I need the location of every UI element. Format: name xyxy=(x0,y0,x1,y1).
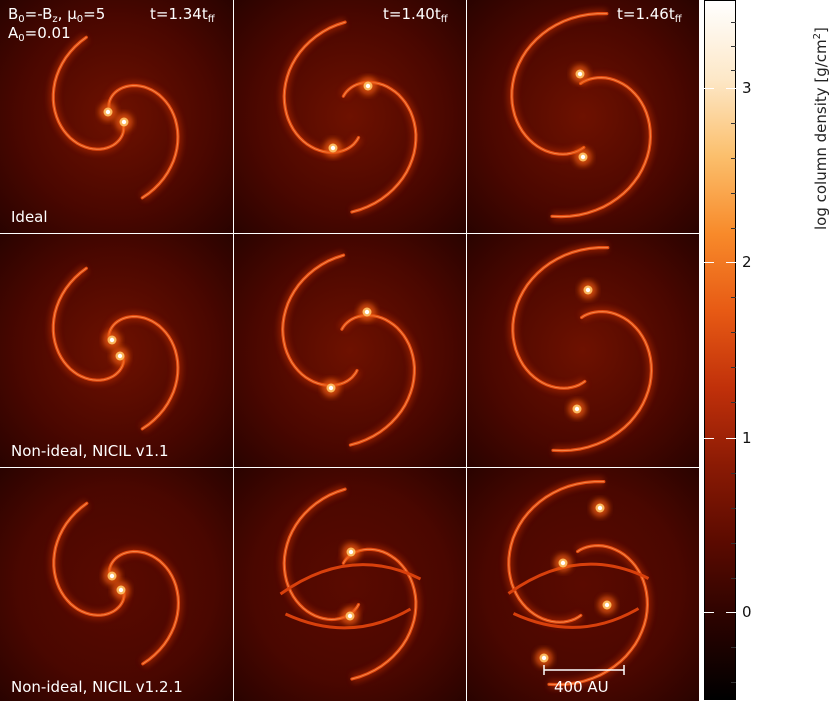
protostar xyxy=(330,145,336,151)
simulation-panel xyxy=(467,234,699,467)
spiral-arm-core xyxy=(551,77,651,218)
protostar xyxy=(328,385,334,391)
protostar xyxy=(560,560,566,566)
protostar xyxy=(348,549,354,555)
protostar xyxy=(105,109,111,115)
scale-bar-label: 400 AU xyxy=(554,678,609,696)
time-label: t=1.34tff xyxy=(150,5,215,25)
spiral-arm-core xyxy=(52,267,125,381)
scale-bar xyxy=(543,665,625,675)
spiral-arm-core xyxy=(552,311,652,452)
time-label: t=1.46tff xyxy=(617,5,682,25)
figure-grid: B0=-Bz, μ0=5 A0=0.01 t=1.34tff t=1.40tff t=1… xyxy=(0,0,699,701)
simulation-panel xyxy=(467,0,699,233)
spiral-arm-core xyxy=(341,314,415,446)
protostar xyxy=(117,353,123,359)
protostar xyxy=(580,154,586,160)
protostar xyxy=(347,613,353,619)
spiral-arm-core xyxy=(53,502,125,616)
protostar xyxy=(597,505,603,511)
spiral-arm-core xyxy=(108,315,179,430)
spiral-arm-core xyxy=(52,36,125,150)
filament xyxy=(507,562,650,595)
spiral-arm-core xyxy=(342,81,417,213)
simulation-panel xyxy=(467,468,699,701)
colorbar-tick-label: 0 xyxy=(742,603,752,621)
protostar xyxy=(121,119,127,125)
filament xyxy=(284,607,412,630)
colorbar-tick-label: 3 xyxy=(742,79,752,97)
simulation-panel xyxy=(0,234,233,467)
spiral-arm-core xyxy=(508,481,605,623)
colorbar-tick-label: 2 xyxy=(742,253,752,271)
spiral-arm-core xyxy=(108,550,179,665)
spiral-arm-core xyxy=(548,545,648,686)
spiral-arm-core xyxy=(512,247,609,389)
parameters-line-2: A0=0.01 xyxy=(8,24,71,44)
protostar xyxy=(574,406,580,412)
protostar xyxy=(109,573,115,579)
spiral-arm-core xyxy=(511,13,608,155)
protostar xyxy=(585,287,591,293)
filament xyxy=(512,607,640,629)
colorbar xyxy=(704,0,736,700)
simulation-panel xyxy=(0,0,233,233)
simulation-panel xyxy=(234,468,466,701)
protostar xyxy=(577,71,583,77)
protostar xyxy=(118,587,124,593)
simulation-panel xyxy=(234,0,466,233)
colorbar-tick-label: 1 xyxy=(742,429,752,447)
spiral-arm-core xyxy=(283,21,359,154)
row-label-ideal: Ideal xyxy=(11,208,48,226)
row-label-nicil-v1-2-1: Non-ideal, NICIL v1.2.1 xyxy=(11,678,183,696)
protostar xyxy=(541,655,547,661)
simulation-panel xyxy=(0,468,233,701)
protostar xyxy=(109,337,115,343)
protostar xyxy=(364,309,370,315)
filament xyxy=(279,563,422,596)
protostar xyxy=(604,602,610,608)
spiral-arm-core xyxy=(282,254,358,387)
row-label-nicil-v1-1: Non-ideal, NICIL v1.1 xyxy=(11,442,169,460)
spiral-arm-core xyxy=(108,84,179,199)
parameters-line-1: B0=-Bz, μ0=5 xyxy=(8,5,106,25)
protostar xyxy=(365,83,371,89)
simulation-panel xyxy=(234,234,466,467)
time-label: t=1.40tff xyxy=(383,5,448,25)
